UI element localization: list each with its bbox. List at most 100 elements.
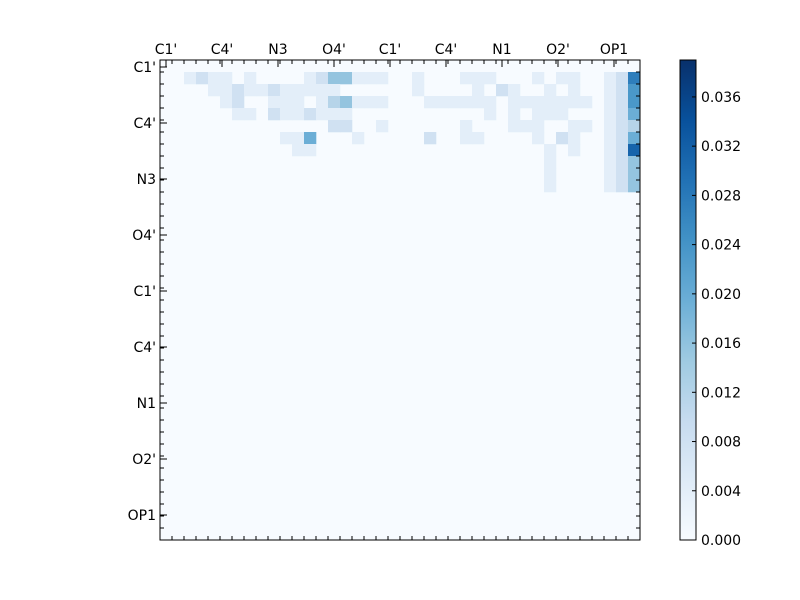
heatmap-cell — [628, 72, 641, 85]
heatmap-cell — [352, 132, 365, 145]
colorbar-ticks: 0.000 0.004 0.008 0.012 0.016 0.020 0.024 0.028… — [692, 90, 741, 549]
heatmap-cell — [604, 180, 617, 193]
heatmap-cell — [244, 72, 257, 85]
heatmap-cell — [544, 156, 557, 169]
heatmap-cell — [364, 96, 377, 109]
heatmap-cell — [616, 72, 629, 85]
colorbar-tick-label: 0.028 — [701, 188, 741, 204]
heatmap-cell — [292, 84, 305, 97]
heatmap-cell — [616, 96, 629, 109]
heatmap-cell — [484, 72, 497, 85]
heatmap-cell — [340, 96, 353, 109]
heatmap-cells — [160, 60, 641, 540]
heatmap-cell — [520, 96, 533, 109]
heatmap-cell — [268, 84, 281, 97]
colorbar-tick-label: 0.012 — [701, 385, 741, 401]
heatmap-cell — [556, 132, 569, 145]
heatmap-cell — [532, 72, 545, 85]
heatmap-cell — [292, 108, 305, 121]
heatmap-cell — [568, 132, 581, 145]
heatmap-cell — [472, 132, 485, 145]
heatmap-cell — [568, 144, 581, 157]
heatmap-cell — [436, 96, 449, 109]
heatmap-cell — [604, 72, 617, 85]
heatmap-cell — [568, 120, 581, 133]
heatmap-cell — [364, 72, 377, 85]
heatmap-cell — [376, 72, 389, 85]
heatmap-cell — [628, 96, 641, 109]
heatmap-cell — [544, 144, 557, 157]
heatmap-cell — [520, 120, 533, 133]
colorbar-tick-label: 0.000 — [701, 533, 741, 549]
heatmap-cell — [508, 96, 521, 109]
heatmap-cell — [544, 96, 557, 109]
colorbar — [679, 59, 697, 541]
heatmap-cell — [616, 156, 629, 169]
heatmap-cell — [604, 84, 617, 97]
colorbar-tick-label: 0.004 — [701, 484, 741, 500]
heatmap-cell — [628, 120, 641, 133]
heatmap-cell — [412, 72, 425, 85]
heatmap-cell — [340, 108, 353, 121]
heatmap-cell — [460, 120, 473, 133]
heatmap-cell — [292, 132, 305, 145]
x-tick-label: C1' — [379, 42, 402, 58]
heatmap-cell — [424, 132, 437, 145]
heatmap-cell — [472, 84, 485, 97]
heatmap-cell — [628, 180, 641, 193]
y-ticks: C1' C4' N3 O4' C1' C4' N1 O2' OP1 — [128, 59, 640, 541]
y-tick-label: O4' — [132, 228, 156, 244]
heatmap-cell — [628, 84, 641, 97]
heatmap-cell — [328, 108, 341, 121]
heatmap-cell — [304, 108, 317, 121]
heatmap-cell — [604, 96, 617, 109]
heatmap-cell — [604, 144, 617, 157]
heatmap-cell — [556, 108, 569, 121]
heatmap-cell — [532, 108, 545, 121]
heatmap-cell — [280, 108, 293, 121]
heatmap-cell — [484, 108, 497, 121]
heatmap-cell — [616, 120, 629, 133]
heatmap-cell — [544, 108, 557, 121]
heatmap-cell — [208, 72, 221, 85]
heatmap-cell — [544, 84, 557, 97]
heatmap-cell — [232, 96, 245, 109]
heatmap-cell — [460, 72, 473, 85]
heatmap-cell — [220, 96, 233, 109]
heatmap-cell — [532, 96, 545, 109]
heatmap-cell — [628, 132, 641, 145]
heatmap-cell — [532, 120, 545, 133]
heatmap-cell — [232, 84, 245, 97]
y-tick-label: C1' — [133, 284, 156, 300]
heatmap-cell — [580, 96, 593, 109]
heatmap-cell — [544, 180, 557, 193]
heatmap-cell — [256, 84, 269, 97]
heatmap-cell — [628, 168, 641, 181]
heatmap-cell — [352, 96, 365, 109]
heatmap-cell — [460, 132, 473, 145]
heatmap-cell — [412, 84, 425, 97]
heatmap-cell — [376, 120, 389, 133]
heatmap-cell — [556, 96, 569, 109]
heatmap-cell — [496, 84, 509, 97]
y-tick-label: N1 — [137, 396, 156, 412]
colorbar-tick-label: 0.008 — [701, 435, 741, 451]
heatmap-cell — [604, 108, 617, 121]
heatmap-cell — [580, 120, 593, 133]
heatmap-cell — [316, 84, 329, 97]
heatmap-cell — [628, 108, 641, 121]
y-tick-label: OP1 — [128, 508, 156, 524]
heatmap-cell — [220, 84, 233, 97]
heatmap-cell — [604, 168, 617, 181]
x-ticks: C1' C4' N3 O4' C1' C4' N1 O2' OP1 — [155, 42, 641, 540]
heatmap-cell — [304, 132, 317, 145]
heatmap-cell — [328, 96, 341, 109]
heatmap-cell — [304, 84, 317, 97]
heatmap-cell — [616, 132, 629, 145]
heatmap-cell — [604, 132, 617, 145]
x-tick-label: O2' — [546, 42, 570, 58]
heatmap-cell — [628, 144, 641, 157]
heatmap-cell — [616, 180, 629, 193]
x-tick-label: OP1 — [600, 42, 628, 58]
heatmap-cell — [628, 156, 641, 169]
